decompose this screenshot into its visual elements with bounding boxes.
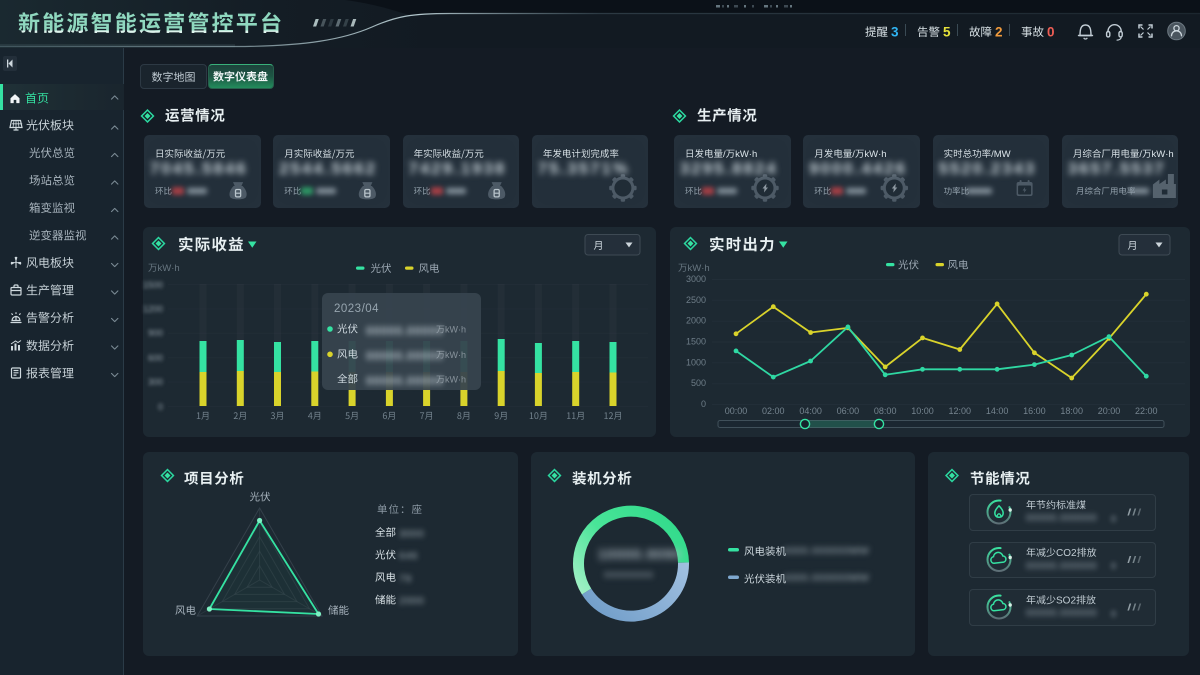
svg-text:/: /	[852, 149, 855, 160]
svg-text:10:00: 10:00	[911, 406, 934, 416]
svg-text:20:00: 20:00	[1098, 406, 1121, 416]
svg-text:kW·h: kW·h	[688, 263, 710, 274]
svg-text:2023/04: 2023/04	[334, 303, 379, 315]
svg-text:kW·h: kW·h	[1152, 149, 1174, 160]
svg-text:1500: 1500	[686, 337, 706, 347]
svg-text:kW·h: kW·h	[158, 263, 180, 274]
svg-text:CO2: CO2	[1056, 548, 1077, 559]
svg-text:/MW: /MW	[991, 149, 1011, 160]
svg-text:14:00: 14:00	[986, 406, 1009, 416]
svg-text:00:00: 00:00	[725, 406, 748, 416]
svg-text:kW·h: kW·h	[445, 350, 466, 360]
svg-text:2: 2	[995, 25, 1003, 40]
svg-text:04:00: 04:00	[799, 406, 822, 416]
svg-text:5: 5	[943, 25, 951, 40]
svg-text:18:00: 18:00	[1060, 406, 1083, 416]
svg-text:02:00: 02:00	[762, 406, 785, 416]
svg-text:kW·h: kW·h	[735, 149, 757, 160]
svg-text:0: 0	[1047, 25, 1055, 40]
svg-text:0: 0	[701, 399, 706, 409]
svg-text:2500: 2500	[686, 295, 706, 305]
svg-text:2000: 2000	[686, 316, 706, 326]
svg-text:kW·h: kW·h	[445, 325, 466, 335]
svg-text:SO2: SO2	[1056, 596, 1076, 607]
svg-text:3000: 3000	[686, 274, 706, 284]
svg-text:kW·h: kW·h	[445, 375, 466, 385]
svg-text:3: 3	[891, 25, 899, 40]
svg-text:1000: 1000	[686, 357, 706, 367]
svg-text:08:00: 08:00	[874, 406, 897, 416]
svg-text:12:00: 12:00	[949, 406, 972, 416]
svg-text:500: 500	[691, 378, 706, 388]
svg-text:22:00: 22:00	[1135, 406, 1158, 416]
svg-text:06:00: 06:00	[837, 406, 860, 416]
svg-text:/: /	[723, 149, 726, 160]
svg-text:/: /	[1139, 149, 1142, 160]
svg-text:16:00: 16:00	[1023, 406, 1046, 416]
svg-text:kW·h: kW·h	[864, 149, 886, 160]
